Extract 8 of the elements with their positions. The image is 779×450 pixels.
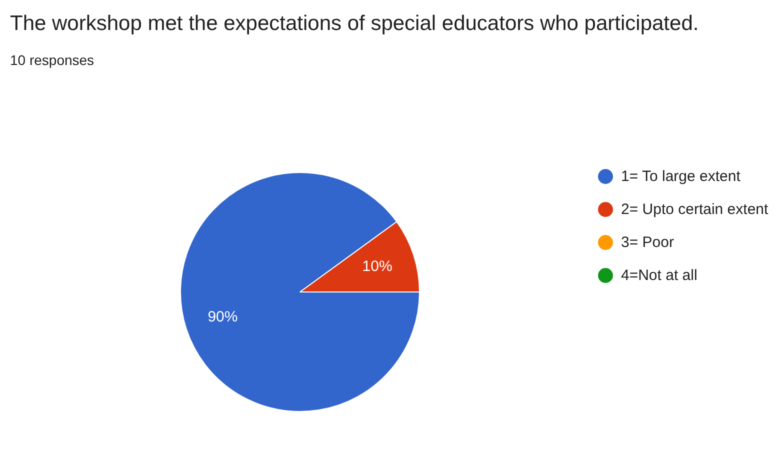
text: 10 responses (10, 52, 94, 68)
legend-label: 1= To large extent (621, 168, 740, 185)
data-label: 90% (208, 308, 238, 326)
data-label: 10% (362, 258, 392, 276)
legend-label: 2= Upto certain extent (621, 201, 768, 218)
legend-label: 3= Poor (621, 234, 674, 251)
legend-label: 4=Not at all (621, 267, 698, 284)
chart-title: The workshop met the expectations of special educators who participated. (10, 12, 699, 36)
